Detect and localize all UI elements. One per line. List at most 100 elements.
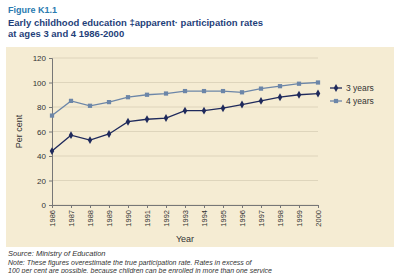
series-point [316,80,320,84]
series-point [50,147,55,155]
series-point [240,90,244,94]
series-point [221,89,225,93]
x-tick-mark [299,205,300,208]
series-point [50,113,54,117]
legend-marker [334,84,339,92]
y-tick-mark [49,107,52,108]
y-tick-label: 0 [42,201,47,210]
y-tick-mark [49,205,52,206]
title: at ages 3 and 4 1986-2000 [8,28,124,39]
series-point [145,93,149,97]
series-point [183,89,187,93]
x-tick: 1995 [219,205,228,227]
series-point [69,99,73,103]
x-tick-mark [223,205,224,208]
y-tick-label: 60 [37,128,46,137]
chart: Figure K1.1Early childhood education ‡ap… [0,0,400,273]
series-point [316,90,321,98]
series-point [164,114,169,122]
y-axis: 0 20 40 60 80 100 120 [33,54,53,210]
series-point [221,104,226,112]
x-tick-mark [128,205,129,208]
legend-label: 4 years [346,96,374,106]
series-point [164,91,168,95]
x-tick: 1987 [67,205,76,227]
x-tick: 1994 [200,205,209,227]
x-tick: 1986 [48,205,57,227]
source: Source: Ministry of Education [8,249,106,258]
series-point [69,131,74,139]
x-tick-label: 1991 [143,210,152,227]
y-tick: 0 [42,201,52,210]
x-tick: 1988 [86,205,95,227]
series-point [88,136,93,144]
y-axis-title: Per cent [14,114,24,148]
x-tick-mark [90,205,91,208]
y-tick: 20 [37,177,52,186]
plot-area [50,80,321,155]
grid-line [52,180,318,181]
x-tick-mark [109,205,110,208]
x-axis-title: Year [176,234,194,244]
note: Note: These figures overestimate the tru… [8,259,253,267]
x-tick-label: 1999 [295,210,304,227]
x-tick-label: 1992 [162,210,171,227]
y-tick-label: 120 [33,54,47,63]
series-point [259,97,264,105]
figure-label: Figure K1.1 [8,5,57,15]
series-point [202,107,207,115]
x-tick-label: 1997 [257,210,266,227]
x-tick-label: 2000 [314,210,323,227]
series-line [52,94,318,152]
y-tick-label: 40 [37,152,46,161]
legend-item: 4 years [330,96,374,106]
grid-line [52,156,318,157]
y-tick: 80 [37,103,52,112]
x-tick: 1989 [105,205,114,227]
x-tick-mark [318,205,319,208]
series-point [259,87,263,91]
y-tick-label: 20 [37,177,46,186]
x-tick: 1997 [257,205,266,227]
series-point [297,82,301,86]
x-tick-mark [71,205,72,208]
y-axis-line [49,59,53,206]
panel-background [6,47,394,247]
y-tick-mark [49,58,52,59]
grid-line [52,131,318,132]
x-tick-label: 1995 [219,210,228,227]
grid-line [52,82,318,83]
x-tick-label: 1990 [124,210,133,227]
x-tick-label: 1994 [200,210,209,227]
x-tick: 1999 [295,205,304,227]
y-tick-mark [49,83,52,84]
x-tick: 1998 [276,205,285,227]
x-tick-label: 1996 [238,210,247,227]
series-point [88,104,92,108]
x-tick-mark [280,205,281,208]
y-tick: 100 [33,79,52,88]
legend-marker [334,99,338,103]
legend-label: 3 years [346,83,374,93]
x-tick-label: 1993 [181,210,190,227]
x-tick-mark [242,205,243,208]
x-tick-label: 1989 [105,210,114,227]
series-point [107,130,112,138]
grid [52,58,318,205]
x-tick: 1990 [124,205,133,227]
x-tick-label: 1988 [86,210,95,227]
x-tick-label: 1987 [67,210,76,227]
x-tick: 1993 [181,205,190,227]
series-point [126,118,131,126]
y-tick: 40 [37,152,52,161]
y-tick: 120 [33,54,52,63]
y-tick-mark [49,156,52,157]
x-tick: 2000 [314,205,323,227]
series-point [183,107,188,115]
x-tick-mark [204,205,205,208]
legend-item: 3 years [330,83,374,93]
x-axis: 1986 1987 1988 1989 1990 1991 1992 1993 1994 1995… [48,205,323,227]
x-axis-line [53,206,319,209]
x-tick-mark [147,205,148,208]
y-tick-label: 80 [37,103,46,112]
